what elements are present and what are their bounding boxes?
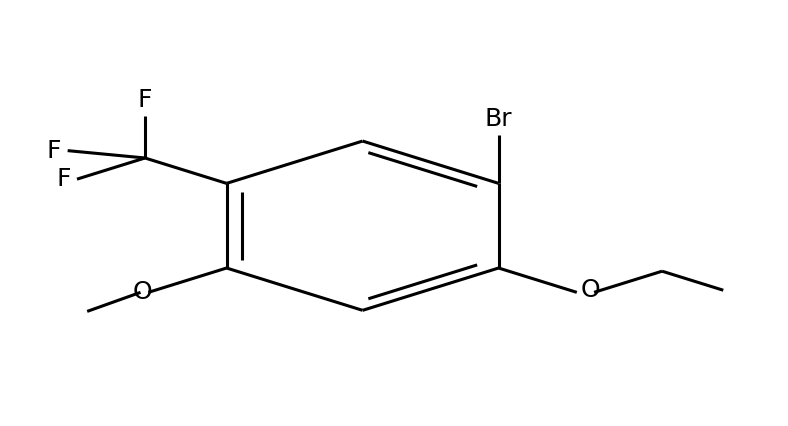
Text: F: F [46, 138, 61, 163]
Text: Br: Br [485, 107, 512, 131]
Text: O: O [581, 278, 600, 302]
Text: O: O [132, 280, 152, 304]
Text: F: F [56, 167, 71, 191]
Text: F: F [138, 88, 152, 112]
